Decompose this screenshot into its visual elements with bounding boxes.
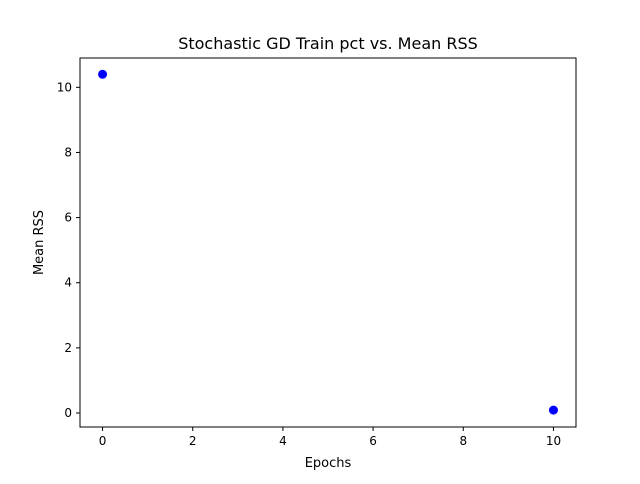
y-axis-ticks: 0 2 4 6 8 10: [57, 80, 80, 420]
plot-area: 0 2 4 6 8 10 0 2 4 6 8 10: [57, 57, 577, 448]
y-tick-label: 0: [64, 406, 72, 420]
x-tick-label: 8: [459, 434, 467, 448]
plot-frame: [79, 57, 577, 428]
y-tick-label: 10: [57, 80, 72, 94]
y-axis-label: Mean RSS: [32, 210, 47, 275]
x-tick-label: 4: [279, 434, 287, 448]
chart-title: Stochastic GD Train pct vs. Mean RSS: [178, 34, 478, 53]
data-point: [548, 405, 558, 415]
x-tick-label: 2: [189, 434, 197, 448]
y-tick-label: 6: [64, 211, 72, 225]
y-tick-label: 4: [64, 276, 72, 290]
data-points: [98, 69, 558, 415]
data-point: [98, 69, 108, 79]
x-axis-label: Epochs: [305, 456, 352, 471]
x-axis-ticks: 0 2 4 6 8 10: [99, 427, 561, 448]
x-tick-label: 10: [546, 434, 561, 448]
x-tick-label: 0: [99, 434, 107, 448]
x-tick-label: 6: [369, 434, 377, 448]
y-tick-label: 2: [64, 341, 72, 355]
y-tick-label: 8: [64, 145, 72, 159]
